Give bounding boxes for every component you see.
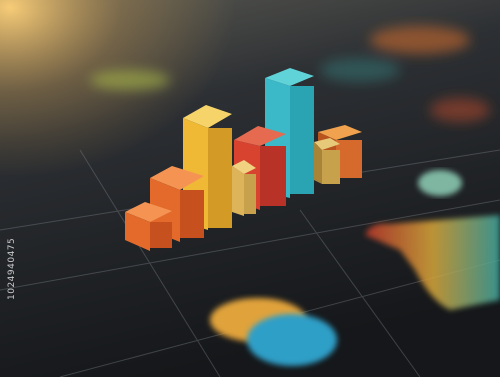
grid-line xyxy=(0,199,500,291)
blur-orange xyxy=(370,26,470,54)
blur-green xyxy=(90,70,170,90)
rainbow-chart xyxy=(365,215,500,310)
pie-blue xyxy=(247,314,337,366)
grid-line xyxy=(79,149,221,377)
teal-dot xyxy=(418,170,462,196)
block-yellow-small xyxy=(232,160,256,216)
block-yellow-right xyxy=(314,138,340,184)
block-orange-small xyxy=(125,202,172,251)
blur-red xyxy=(430,98,490,122)
grid-line xyxy=(299,209,421,377)
background-blur-shapes xyxy=(90,26,490,122)
watermark: 1024940475 xyxy=(7,238,17,300)
blocks xyxy=(125,68,362,251)
blur-teal xyxy=(320,58,400,82)
